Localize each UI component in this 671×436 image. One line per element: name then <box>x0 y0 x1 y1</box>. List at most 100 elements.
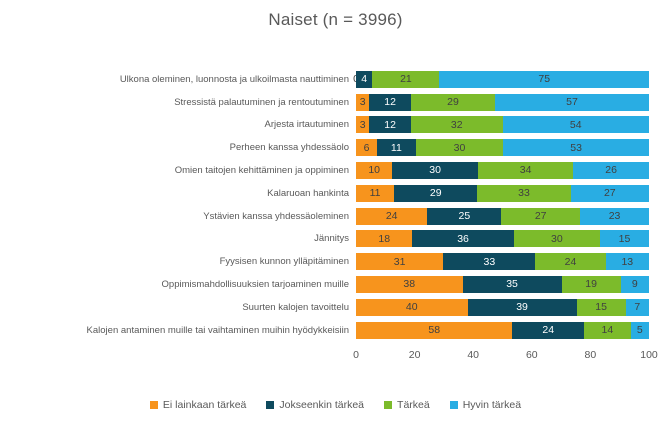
value-label: 26 <box>605 164 617 177</box>
bar-segment: 29 <box>410 93 496 111</box>
legend-marker <box>149 400 158 409</box>
stacked-bar: 11 29 33 27 <box>356 184 649 202</box>
legend-marker <box>384 400 393 409</box>
bar-segment: 6 <box>356 139 378 157</box>
value-label: 24 <box>542 323 555 336</box>
bar-segment: 27 <box>570 184 649 202</box>
value-label: 14 <box>601 323 614 336</box>
bar-segment: 24 <box>512 321 585 339</box>
x-tick-label: 20 <box>408 348 421 361</box>
category-label: Oppimismahdollisuuksien tarjoaminen muil… <box>161 279 349 291</box>
legend-label: Ei lainkaan tärkeä <box>162 398 247 411</box>
value-label: 35 <box>506 278 518 291</box>
stacked-bar: 6 11 30 53 <box>356 139 649 157</box>
value-label: 31 <box>393 255 406 268</box>
bar-segment: 5 <box>630 321 649 339</box>
bar-row: Kalojen antaminen muille tai vaihtaminen… <box>0 319 671 342</box>
category-label: Kalaruoan hankinta <box>267 187 349 199</box>
value-label: 13 <box>621 255 634 268</box>
bar-segment: 24 <box>535 253 606 271</box>
bar-segment: 36 <box>412 230 514 248</box>
bar-row: Ystävien kanssa yhdessäoleminen 24 25 27 23 <box>0 205 671 228</box>
value-label: 6 <box>363 141 370 154</box>
bar-segment: 3 <box>356 93 370 111</box>
category-label: Stressistä palautuminen ja rentoutuminen <box>174 96 349 108</box>
bar-segment: 18 <box>356 230 413 248</box>
category-label: Perheen kanssa yhdessäolo <box>229 142 349 154</box>
value-label: 34 <box>519 164 532 177</box>
value-label: 11 <box>369 187 381 200</box>
value-label: 30 <box>429 164 441 177</box>
bar-row: Stressistä palautuminen ja rentoutuminen… <box>0 91 671 114</box>
bar-segment: 14 <box>584 321 631 339</box>
value-label: 4 <box>361 73 368 86</box>
legend-item: Tärkeä <box>384 399 430 411</box>
x-tick-label: 0 <box>353 348 359 361</box>
value-label: 38 <box>403 278 416 291</box>
stacked-bar: 58 24 14 5 <box>356 321 649 339</box>
bar-segment: 58 <box>356 321 513 339</box>
x-tick-label: 100 <box>640 348 658 361</box>
bar-segment: 15 <box>576 298 626 316</box>
category-label: Kalojen antaminen muille tai vaihtaminen… <box>86 324 349 336</box>
bar-segment: 12 <box>369 116 411 134</box>
value-label: 5 <box>636 323 643 336</box>
bar-row: Oppimismahdollisuuksien tarjoaminen muil… <box>0 273 671 296</box>
value-label: 30 <box>551 232 563 245</box>
bar-segment: 33 <box>477 184 571 202</box>
value-label: 7 <box>634 301 641 314</box>
bar-segment: 54 <box>502 116 649 134</box>
bar-row: Jännitys 18 36 30 15 <box>0 228 671 251</box>
value-label: 54 <box>569 118 582 131</box>
x-tick-label: 40 <box>467 348 480 361</box>
bar-segment: 4 <box>356 70 373 88</box>
value-label: 3 <box>359 95 366 108</box>
value-label: 75 <box>538 73 551 86</box>
value-label: 15 <box>618 232 631 245</box>
value-label: 27 <box>603 187 616 200</box>
legend-label: Hyvin tärkeä <box>462 398 522 411</box>
bar-segment: 57 <box>495 93 649 111</box>
bar-segment: 30 <box>392 162 478 180</box>
value-label: 9 <box>631 278 638 291</box>
bar-segment: 7 <box>625 298 649 316</box>
bar-segment: 35 <box>462 276 562 294</box>
bar-segment: 13 <box>605 253 649 271</box>
category-label: Suurten kalojen tavoittelu <box>242 301 349 313</box>
plot-area: Ulkona oleminen, luonnosta ja ulkoilmast… <box>0 68 671 342</box>
legend: Ei lainkaan tärkeä Jokseenkin tärkeä Tärke… <box>0 399 671 411</box>
bar-segment: 30 <box>513 230 600 248</box>
bar-segment: 11 <box>377 139 416 157</box>
bar-segment: 3 <box>356 116 370 134</box>
value-label: 57 <box>566 95 578 108</box>
bar-segment: 15 <box>600 230 649 248</box>
bar-segment: 32 <box>410 116 503 134</box>
category-label: Arjesta irtautuminen <box>264 119 349 131</box>
bar-row: Kalaruoan hankinta 11 29 33 27 <box>0 182 671 205</box>
bar-segment: 27 <box>501 207 581 225</box>
value-label: 33 <box>518 187 530 200</box>
legend-marker <box>266 400 275 409</box>
value-label: 53 <box>570 141 582 154</box>
bar-segment: 21 <box>372 70 440 88</box>
bar-segment: 38 <box>356 276 463 294</box>
bar-segment: 30 <box>415 139 504 157</box>
value-label: 24 <box>564 255 577 268</box>
stacked-bar: 3 12 32 54 <box>356 116 649 134</box>
value-label: 29 <box>447 95 459 108</box>
value-label: 30 <box>453 141 466 154</box>
bar-row: Omien taitojen kehittäminen ja oppiminen… <box>0 159 671 182</box>
category-label: Fyysisen kunnon ylläpitäminen <box>219 256 349 268</box>
value-label: 32 <box>450 118 463 131</box>
value-label: 29 <box>429 187 442 200</box>
value-label: 36 <box>457 232 469 245</box>
bar-segment: 39 <box>467 298 577 316</box>
value-label: 11 <box>390 141 402 154</box>
bar-segment: 75 <box>439 70 649 88</box>
bar-segment: 19 <box>561 276 621 294</box>
bar-segment: 12 <box>369 93 411 111</box>
value-label: 18 <box>378 232 391 245</box>
legend-label: Tärkeä <box>397 398 430 411</box>
stacked-bar: 042175 <box>353 70 649 88</box>
value-label: 3 <box>359 118 366 131</box>
